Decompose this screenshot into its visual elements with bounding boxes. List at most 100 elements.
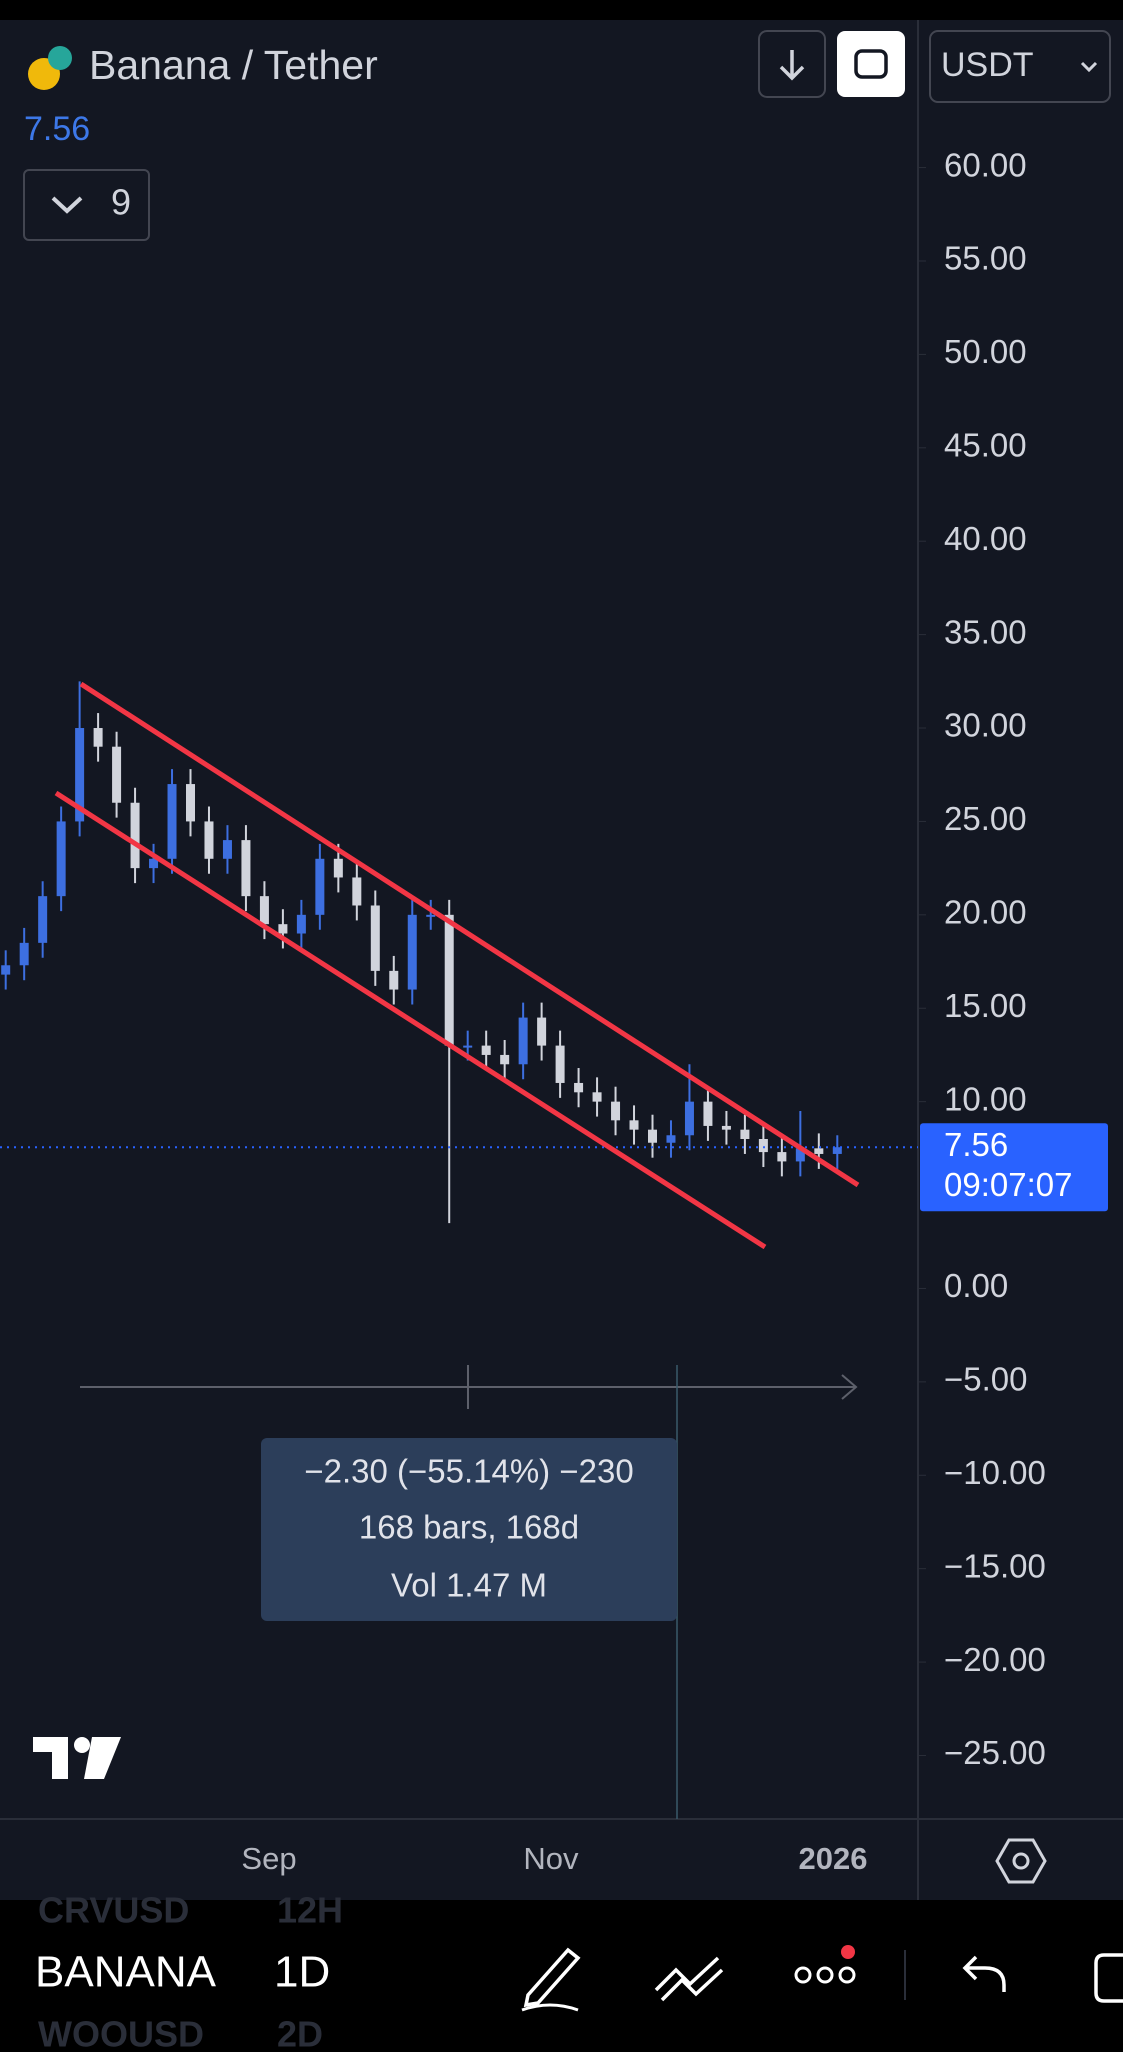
candle-body	[149, 858, 159, 869]
y-tick-label: 55.00	[944, 240, 1027, 277]
last-price-box	[920, 1123, 1108, 1212]
download-icon	[779, 50, 805, 81]
candle-body	[500, 1054, 510, 1065]
y-tick-label: 20.00	[944, 894, 1027, 931]
current-symbol[interactable]: BANANA	[35, 1948, 217, 1997]
indicator-count: 9	[111, 182, 131, 223]
settings-button[interactable]	[995, 1838, 1047, 1884]
candle-body	[611, 1101, 621, 1121]
candle-body	[130, 802, 140, 869]
y-tick-label: 30.00	[944, 707, 1027, 744]
y-tick-label: 50.00	[944, 333, 1027, 370]
candle-body	[56, 821, 66, 897]
currency-select[interactable]	[929, 30, 1111, 103]
trend-line-upper	[79, 681, 860, 1188]
measure-change: −2.30 (−55.14%) −230	[304, 1453, 633, 1490]
candle-body	[574, 1082, 584, 1093]
trend-tool-button[interactable]	[654, 1956, 724, 2002]
y-tick-label: 45.00	[944, 427, 1027, 464]
y-tick-label: −20.00	[944, 1641, 1046, 1678]
currency-label: USDT	[941, 46, 1034, 84]
candle-body	[204, 821, 214, 859]
symbol-title: Banana / Tether	[89, 42, 378, 88]
y-tick-label: 35.00	[944, 613, 1027, 650]
undo-button[interactable]	[962, 1955, 1006, 1992]
candle-body	[518, 1017, 528, 1065]
countdown-label: 09:07:07	[944, 1166, 1072, 1203]
y-tick-label: 25.00	[944, 800, 1027, 837]
measure-tooltip	[261, 1438, 677, 1621]
measure-volume: Vol 1.47 M	[391, 1567, 547, 1604]
next-symbol: WOOUSD	[38, 2014, 204, 2047]
candle-body	[186, 784, 195, 822]
current-interval[interactable]: 1D	[274, 1948, 330, 1997]
settings-icon-center	[1012, 1852, 1030, 1870]
candle-body	[19, 942, 29, 966]
chevron-icon	[51, 196, 83, 214]
candle-body	[740, 1129, 750, 1140]
candle-body	[832, 1147, 842, 1154]
currency-chevron	[1080, 61, 1098, 73]
candle-body	[426, 914, 436, 917]
header-price: 7.56	[24, 110, 90, 148]
candle-body	[629, 1120, 639, 1130]
candle-body	[666, 1135, 676, 1143]
candle-body	[684, 1101, 694, 1136]
prev-symbol: CRVUSD	[38, 1890, 189, 1931]
symbol-logo-quote	[48, 46, 72, 70]
candle-body	[112, 746, 122, 803]
more-button[interactable]	[794, 1945, 856, 1984]
y-tick-label: −10.00	[944, 1454, 1046, 1491]
x-tick-label: Nov	[523, 1841, 579, 1876]
candle-body	[592, 1092, 602, 1102]
candle-body	[721, 1125, 731, 1130]
indicators-toggle[interactable]	[23, 169, 150, 241]
candle-body	[407, 914, 417, 990]
tradingview-logo	[33, 1737, 121, 1779]
measure-arrow	[841, 1374, 858, 1400]
candle-body	[222, 840, 232, 859]
candle-body	[703, 1101, 713, 1126]
partial-toolbar-button[interactable]	[1094, 1953, 1123, 2003]
last-price-label: 7.56	[944, 1126, 1008, 1163]
candle-body	[259, 896, 269, 925]
candle-body	[1, 965, 11, 975]
candle-body	[167, 784, 177, 859]
candle-body	[537, 1017, 547, 1046]
candle-body	[38, 896, 48, 943]
candle-body	[389, 970, 399, 990]
plot: 60.00 55.00 50.00 45.00 40.00 35.00 30.00 25.00…	[0, 146, 1108, 1876]
candle-body	[278, 924, 288, 934]
candle-body	[352, 877, 362, 906]
prev-interval: 12H	[277, 1890, 343, 1931]
candle-body	[315, 858, 325, 915]
next-interval: 2D	[277, 2014, 323, 2047]
symbol-clip: BANANA	[35, 1948, 217, 1997]
y-tick-label: 10.00	[944, 1080, 1027, 1117]
candle-body	[648, 1129, 657, 1143]
measure-bars: 168 bars, 168d	[359, 1509, 579, 1546]
candle-body	[777, 1152, 787, 1162]
candle-body	[795, 1148, 805, 1162]
y-tick-label: 40.00	[944, 520, 1027, 557]
candle-body	[758, 1139, 768, 1153]
candle-body	[463, 1045, 473, 1048]
x-tick-label: Sep	[241, 1841, 296, 1876]
candle-body	[481, 1045, 491, 1055]
candle-body	[814, 1148, 824, 1154]
candle-body	[93, 728, 103, 747]
trend-line-lower	[54, 790, 767, 1250]
candle-body	[75, 728, 85, 822]
y-tick-label: −25.00	[944, 1734, 1046, 1771]
y-tick-label: 60.00	[944, 146, 1027, 183]
draw-button[interactable]	[521, 1947, 581, 2012]
y-tick-label: 0.00	[944, 1267, 1008, 1304]
fullscreen-icon	[854, 49, 888, 79]
fullscreen-button[interactable]	[837, 31, 905, 97]
candle-body	[241, 840, 251, 897]
y-tick-label: −15.00	[944, 1547, 1046, 1584]
candle-body	[296, 914, 306, 934]
x-tick-label: 2026	[799, 1841, 868, 1876]
